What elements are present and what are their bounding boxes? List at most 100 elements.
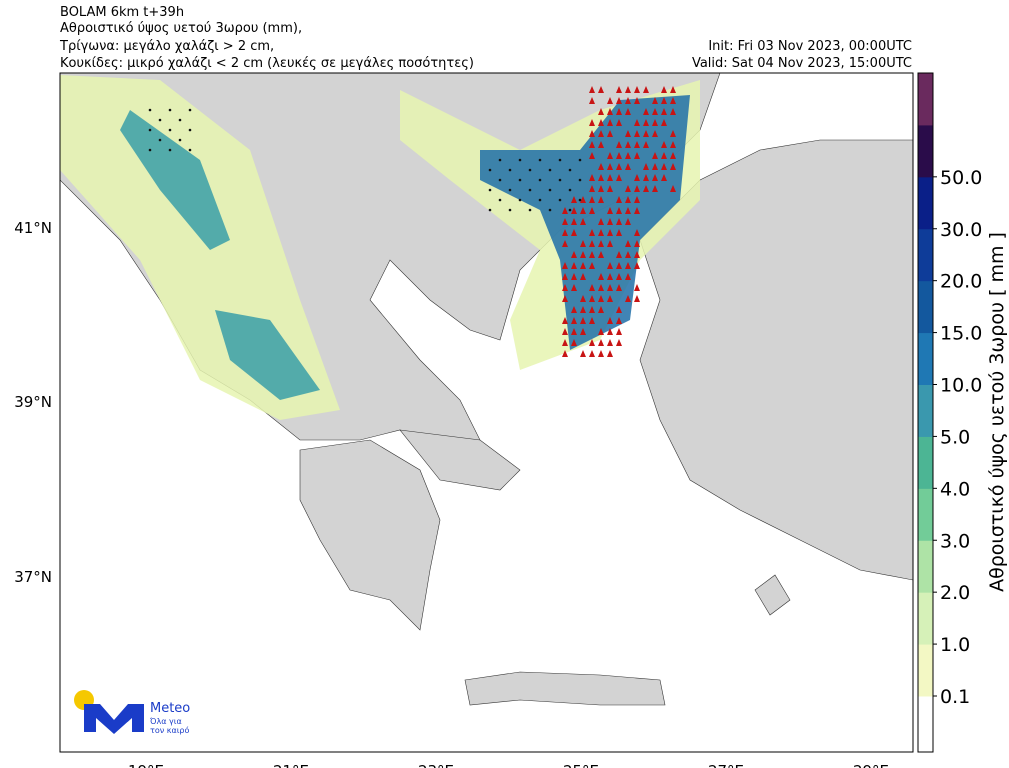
small-hail [568, 208, 572, 212]
large-hail [616, 108, 622, 115]
small-hail [508, 188, 512, 192]
map-frame [59, 72, 914, 753]
large-hail [589, 130, 595, 137]
colorbar-segment [918, 124, 933, 178]
large-hail [598, 108, 604, 115]
large-hail [589, 295, 595, 302]
colorbar-segment [918, 332, 933, 385]
large-hail [625, 240, 631, 247]
large-hail [598, 350, 604, 357]
colorbar-label: 3.0 [940, 530, 970, 552]
colorbar-segment [918, 644, 933, 697]
large-hail [625, 262, 631, 269]
large-hail [598, 295, 604, 302]
large-hail [616, 97, 622, 104]
large-hail [571, 207, 577, 214]
large-hail [580, 350, 586, 357]
large-hail [598, 141, 604, 148]
lon-label: 21°E [273, 762, 309, 768]
large-hail [670, 163, 676, 170]
precip-west-core [120, 110, 230, 250]
large-hail [589, 350, 595, 357]
large-hail [625, 207, 631, 214]
large-hail [625, 108, 631, 115]
large-hail [643, 163, 649, 170]
small-hail [558, 158, 562, 162]
large-hail [571, 306, 577, 313]
small-hail [578, 178, 582, 182]
init-time: Init: Fri 03 Nov 2023, 00:00UTC [708, 39, 912, 54]
large-hail [562, 317, 568, 324]
large-hail [661, 152, 667, 159]
small-hail [168, 128, 172, 132]
large-hail [562, 262, 568, 269]
large-hail [580, 328, 586, 335]
lon-labels: 19°E 21°E 23°E 25°E 27°E 29°E [128, 762, 889, 768]
small-hail [488, 208, 492, 212]
colorbar-segment [918, 73, 933, 126]
colorbar-segment [918, 384, 933, 437]
small-hail [178, 118, 182, 122]
lat-labels: 41°N 39°N 37°N [14, 219, 52, 586]
large-hail [634, 119, 640, 126]
large-hail [598, 174, 604, 181]
header-line: Κουκίδες: μικρό χαλάζι < 2 cm (λευκές σε… [60, 56, 474, 71]
large-hail [652, 163, 658, 170]
small-hail [498, 198, 502, 202]
land-peloponnese [299, 439, 441, 631]
small-hail [158, 138, 162, 142]
colorbar-label: 5.0 [940, 426, 970, 448]
colorbar-title: Αθροιστικό ύψος υετού 3ωρου [ mm ] [986, 232, 1008, 592]
large-hail [562, 284, 568, 291]
small-hail [188, 148, 192, 152]
large-hail [571, 218, 577, 225]
small-hail [568, 168, 572, 172]
large-hail [598, 229, 604, 236]
large-hail [607, 339, 613, 346]
large-hail [643, 86, 649, 93]
large-hail [652, 108, 658, 115]
large-hail [670, 141, 676, 148]
small-hail [488, 188, 492, 192]
large-hail [571, 262, 577, 269]
large-hail [589, 152, 595, 159]
large-hail [634, 174, 640, 181]
large-hail [616, 251, 622, 258]
large-hail [589, 284, 595, 291]
hail-markers [148, 86, 676, 357]
large-hail [634, 229, 640, 236]
small-hail [158, 118, 162, 122]
large-hail [571, 229, 577, 236]
large-hail [580, 306, 586, 313]
lon-label: 25°E [563, 762, 599, 768]
small-hail [518, 198, 522, 202]
small-hail [168, 148, 172, 152]
colorbar-label: 50.0 [940, 167, 982, 189]
large-hail [589, 185, 595, 192]
map [60, 73, 913, 752]
large-hail [670, 97, 676, 104]
large-hail [598, 328, 604, 335]
small-hail [188, 108, 192, 112]
lon-label: 27°E [708, 762, 744, 768]
large-hail [607, 97, 613, 104]
small-hail [538, 198, 542, 202]
large-hail [634, 97, 640, 104]
colorbar-frame [917, 72, 934, 753]
small-hail [538, 158, 542, 162]
colorbar: 0.1 1.0 2.0 3.0 4.0 5.0 10.0 15.0 20.0 30.0 50.0 [917, 72, 982, 753]
large-hail [607, 119, 613, 126]
large-hail [598, 163, 604, 170]
colorbar-label: 15.0 [940, 323, 982, 345]
large-hail [625, 163, 631, 170]
large-hail [562, 240, 568, 247]
large-hail [616, 273, 622, 280]
large-hail [580, 251, 586, 258]
colorbar-segment [918, 280, 933, 334]
land-crete [464, 671, 666, 706]
large-hail [661, 163, 667, 170]
large-hail [607, 108, 613, 115]
large-hail [607, 229, 613, 236]
large-hail [634, 240, 640, 247]
large-hail [634, 185, 640, 192]
